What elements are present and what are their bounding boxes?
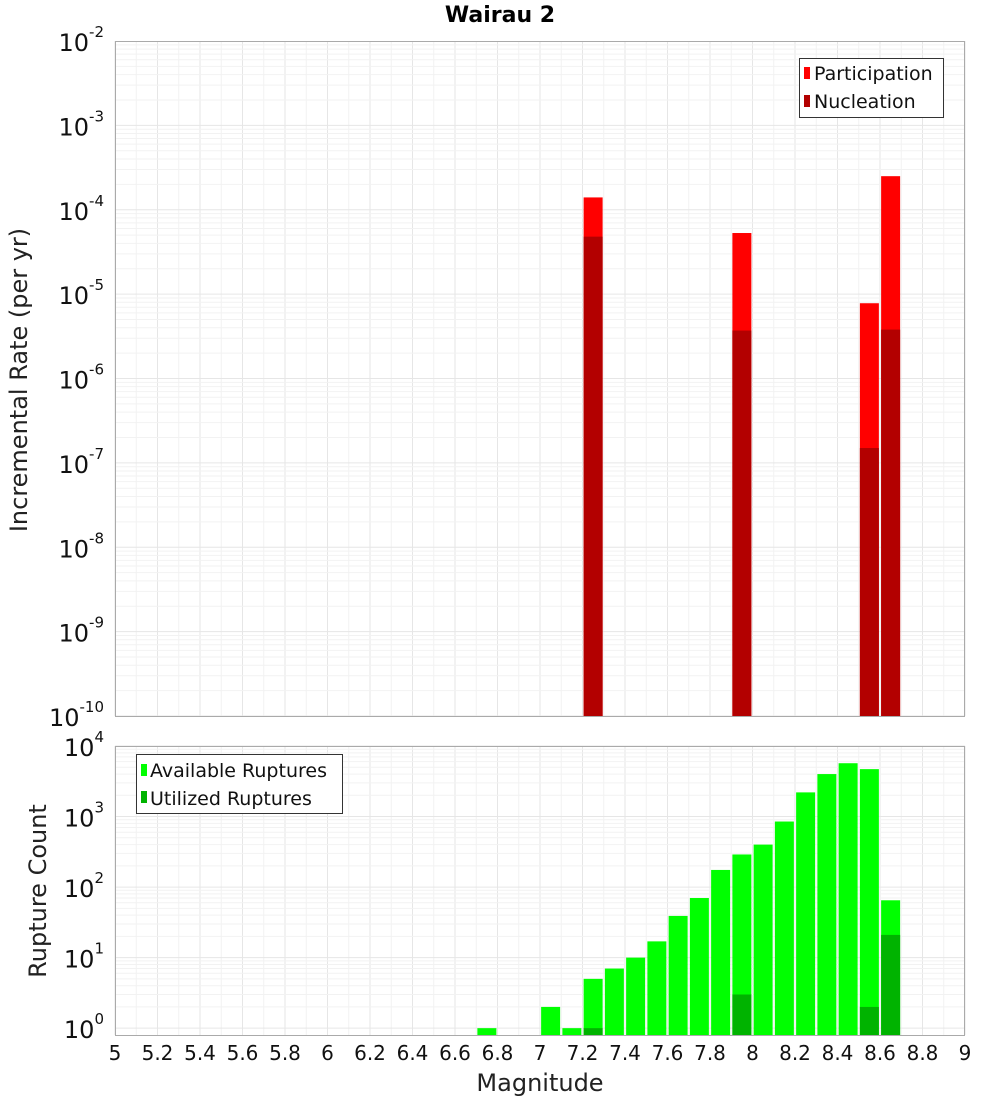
magnitude-tick-label: 5 bbox=[109, 1041, 122, 1065]
rate-y-tick-label: 10-7 bbox=[58, 445, 104, 479]
nucleation-bar bbox=[583, 236, 603, 716]
magnitude-tick-label: 6 bbox=[321, 1041, 334, 1065]
participation-legend-swatch bbox=[804, 67, 810, 79]
available-bar bbox=[711, 869, 731, 1035]
available-bar bbox=[583, 978, 603, 1035]
count-plot-frame bbox=[115, 746, 965, 1036]
nucleation-legend-swatch bbox=[804, 95, 810, 107]
available-bar bbox=[541, 1006, 561, 1035]
available-legend-swatch bbox=[141, 764, 147, 776]
chart-title: Wairau 2 bbox=[445, 3, 555, 28]
magnitude-x-ticks: 5 5.2 5.4 5.6 5.8 6 6.2 6.4 6.6 6.8 7 7.2 7.4 7.6 7.8 8… bbox=[109, 1041, 972, 1065]
nucleation-bar bbox=[859, 448, 879, 716]
available-bar bbox=[604, 968, 624, 1035]
available-bar bbox=[477, 1028, 497, 1035]
utilized-legend-swatch bbox=[141, 791, 147, 803]
count-y-tick-label: 101 bbox=[64, 940, 104, 974]
magnitude-tick-label: 8.2 bbox=[779, 1041, 811, 1065]
count-y-tick-label: 100 bbox=[64, 1010, 104, 1044]
rate-y-ticks: 10-10 10-9 10-8 10-7 10-6 10-5 10-4 10-3 10-2 bbox=[49, 23, 104, 732]
rate-y-tick-label: 10-4 bbox=[58, 192, 104, 226]
magnitude-tick-label: 5.6 bbox=[227, 1041, 259, 1065]
count-y-tick-label: 102 bbox=[64, 869, 104, 903]
available-bar bbox=[838, 763, 858, 1035]
magnitude-tick-label: 5.8 bbox=[269, 1041, 301, 1065]
magnitude-tick-label: 8.4 bbox=[822, 1041, 854, 1065]
magnitude-tick-label: 8.8 bbox=[907, 1041, 939, 1065]
rate-plot-frame bbox=[115, 41, 965, 717]
magnitude-tick-label: 6.6 bbox=[439, 1041, 471, 1065]
magnitude-tick-label: 7.6 bbox=[652, 1041, 684, 1065]
rate-y-tick-label: 10-2 bbox=[58, 23, 104, 57]
available-bar bbox=[753, 844, 773, 1035]
magnitude-tick-label: 6.8 bbox=[482, 1041, 514, 1065]
count-bars bbox=[477, 763, 901, 1035]
rate-bars bbox=[583, 176, 901, 717]
rate-y-axis-label: Incremental Rate (per yr) bbox=[5, 228, 33, 532]
available-bar bbox=[668, 915, 688, 1035]
available-bar bbox=[859, 769, 879, 1035]
rate-y-tick-label: 10-9 bbox=[58, 614, 104, 648]
available-legend-label: Available Ruptures bbox=[150, 760, 327, 782]
utilized-bar bbox=[859, 1006, 879, 1035]
nucleation-legend-label: Nucleation bbox=[814, 91, 916, 113]
rate-grid bbox=[114, 41, 966, 717]
available-bar bbox=[817, 774, 837, 1035]
utilized-legend-label: Utilized Ruptures bbox=[150, 788, 312, 810]
available-bar bbox=[774, 821, 794, 1035]
count-y-ticks: 100 101 102 103 104 bbox=[64, 728, 104, 1044]
magnitude-tick-label: 8 bbox=[746, 1041, 759, 1065]
magnitude-tick-label: 7.2 bbox=[567, 1041, 599, 1065]
rate-y-tick-label: 10-3 bbox=[58, 107, 104, 141]
available-bar bbox=[562, 1028, 582, 1035]
count-panel: 100 101 102 103 104 5 5.2 5.4 5.6 5.8 6 6.2 6.4 6.6 6… bbox=[24, 728, 971, 1097]
magnitude-tick-label: 7 bbox=[534, 1041, 547, 1065]
rate-y-tick-label: 10-10 bbox=[49, 698, 104, 732]
rate-panel: 10-10 10-9 10-8 10-7 10-6 10-5 10-4 10-3 10-2 In… bbox=[5, 23, 966, 732]
magnitude-axis-label: Magnitude bbox=[476, 1069, 603, 1097]
count-y-tick-label: 104 bbox=[64, 728, 104, 762]
count-legend-box bbox=[136, 754, 343, 814]
magnitude-tick-label: 7.8 bbox=[694, 1041, 726, 1065]
magnitude-tick-label: 5.4 bbox=[184, 1041, 216, 1065]
available-bar bbox=[796, 792, 816, 1035]
participation-legend-label: Participation bbox=[814, 63, 933, 85]
magnitude-tick-label: 5.2 bbox=[142, 1041, 174, 1065]
utilized-bar bbox=[583, 1028, 603, 1035]
available-bar bbox=[647, 941, 667, 1035]
magnitude-tick-label: 6.2 bbox=[354, 1041, 386, 1065]
magnitude-tick-label: 9 bbox=[959, 1041, 972, 1065]
rate-y-tick-label: 10-6 bbox=[58, 361, 104, 395]
available-bar bbox=[626, 957, 646, 1035]
magnitude-tick-label: 7.4 bbox=[609, 1041, 641, 1065]
nucleation-bar bbox=[881, 329, 901, 716]
rate-y-tick-label: 10-5 bbox=[58, 276, 104, 310]
rate-legend-box bbox=[799, 58, 944, 118]
utilized-bar bbox=[732, 994, 752, 1035]
available-bar bbox=[689, 898, 709, 1035]
magnitude-tick-label: 6.4 bbox=[397, 1041, 429, 1065]
count-legend: Available Ruptures Utilized Ruptures bbox=[136, 754, 343, 814]
nucleation-bar bbox=[732, 330, 752, 716]
magnitude-tick-label: 8.6 bbox=[864, 1041, 896, 1065]
count-y-tick-label: 103 bbox=[64, 799, 104, 833]
count-y-axis-label: Rupture Count bbox=[24, 804, 52, 978]
utilized-bar bbox=[881, 934, 901, 1035]
rate-y-tick-label: 10-8 bbox=[58, 529, 104, 563]
available-bar bbox=[732, 854, 752, 1035]
rate-legend: Participation Nucleation bbox=[799, 58, 944, 118]
